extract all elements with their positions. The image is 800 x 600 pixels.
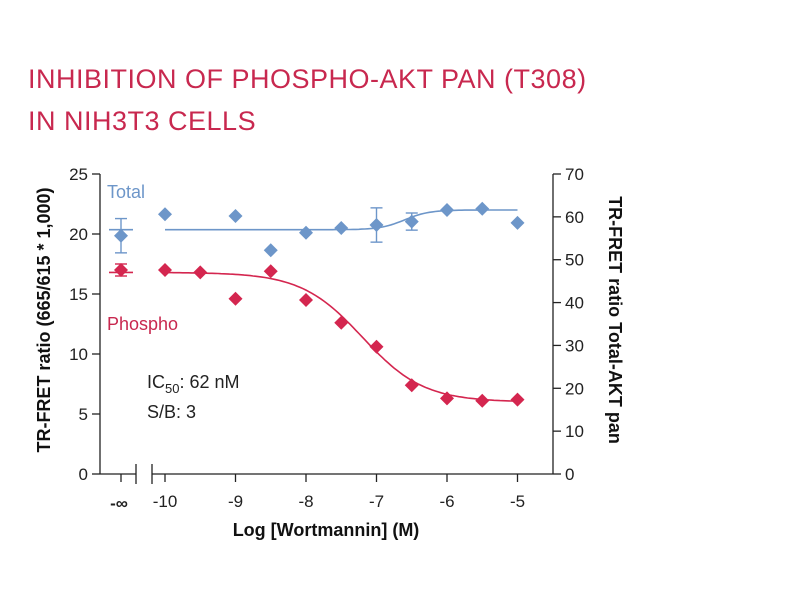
y-left-tick-label: 15 <box>69 285 88 304</box>
phospho-point <box>510 392 525 407</box>
y-left-tick-label: 0 <box>79 465 88 484</box>
y-right-tick-label: 10 <box>565 422 584 441</box>
data-points <box>114 201 525 408</box>
y-right-tick-label: 40 <box>565 294 584 313</box>
phospho-point <box>228 291 243 306</box>
phospho-point <box>404 378 419 393</box>
chart-title-line-1: INHIBITION OF PHOSPHO-AKT PAN (T308) <box>28 64 587 94</box>
total-point <box>158 207 172 222</box>
y-right-tick-label: 50 <box>565 251 584 270</box>
total-point <box>228 209 243 223</box>
y-axis-right-label: TR-FRET ratio Total-AKT pan <box>605 196 625 444</box>
fit-curves <box>109 209 518 402</box>
sb-annotation: S/B: 3 <box>147 402 196 422</box>
y-right-tick-label: 20 <box>565 379 584 398</box>
phospho-point <box>193 265 208 280</box>
x-tick-label: -10 <box>153 492 178 511</box>
y-right-tick-label: 70 <box>565 165 584 184</box>
legend-total-label: Total <box>107 182 145 202</box>
axes: 0 5 10 15 20 25 0 10 20 30 40 50 60 70 -10 -9 -8 -7 -6 -5 -∞ <box>69 165 584 513</box>
y-left-tick-label: 10 <box>69 345 88 364</box>
ic50-annotation: IC50: 62 nM <box>147 372 240 396</box>
y-left-tick-label: 20 <box>69 225 88 244</box>
x-tick-label: -7 <box>369 492 384 511</box>
x-axis-label: Log [Wortmannin] (M) <box>233 520 420 540</box>
total-point <box>263 243 278 258</box>
phospho-point <box>299 293 313 307</box>
phospho-point <box>475 393 490 408</box>
phospho-point <box>263 264 278 279</box>
y-axis-left-label: TR-FRET ratio (665/615 * 1,000) <box>34 187 54 452</box>
chart-title-line-2: IN NIH3T3 CELLS <box>28 106 257 136</box>
phospho-point <box>369 339 384 354</box>
phospho-control-point <box>114 263 128 277</box>
y-right-tick-label: 60 <box>565 208 584 227</box>
total-point <box>510 215 525 230</box>
total-point <box>440 203 454 217</box>
legend-phospho-label: Phospho <box>107 314 178 334</box>
x-tick-label: -9 <box>228 492 243 511</box>
x-control-tick-label: -∞ <box>110 494 128 513</box>
total-point <box>299 225 313 240</box>
total-point <box>334 221 349 235</box>
phospho-point <box>158 263 172 277</box>
x-tick-label: -5 <box>510 492 525 511</box>
y-left-tick-label: 25 <box>69 165 88 184</box>
y-right-tick-label: 30 <box>565 336 584 355</box>
total-point <box>404 214 419 229</box>
x-tick-label: -6 <box>439 492 454 511</box>
x-tick-label: -8 <box>298 492 313 511</box>
total-point <box>475 201 490 216</box>
phospho-point <box>334 315 349 330</box>
phospho-fit-curve <box>165 271 518 402</box>
total-point <box>369 218 384 232</box>
y-left-tick-label: 5 <box>79 405 88 424</box>
y-right-tick-label: 0 <box>565 465 574 484</box>
phospho-point <box>440 391 454 406</box>
total-control-point <box>114 228 128 243</box>
